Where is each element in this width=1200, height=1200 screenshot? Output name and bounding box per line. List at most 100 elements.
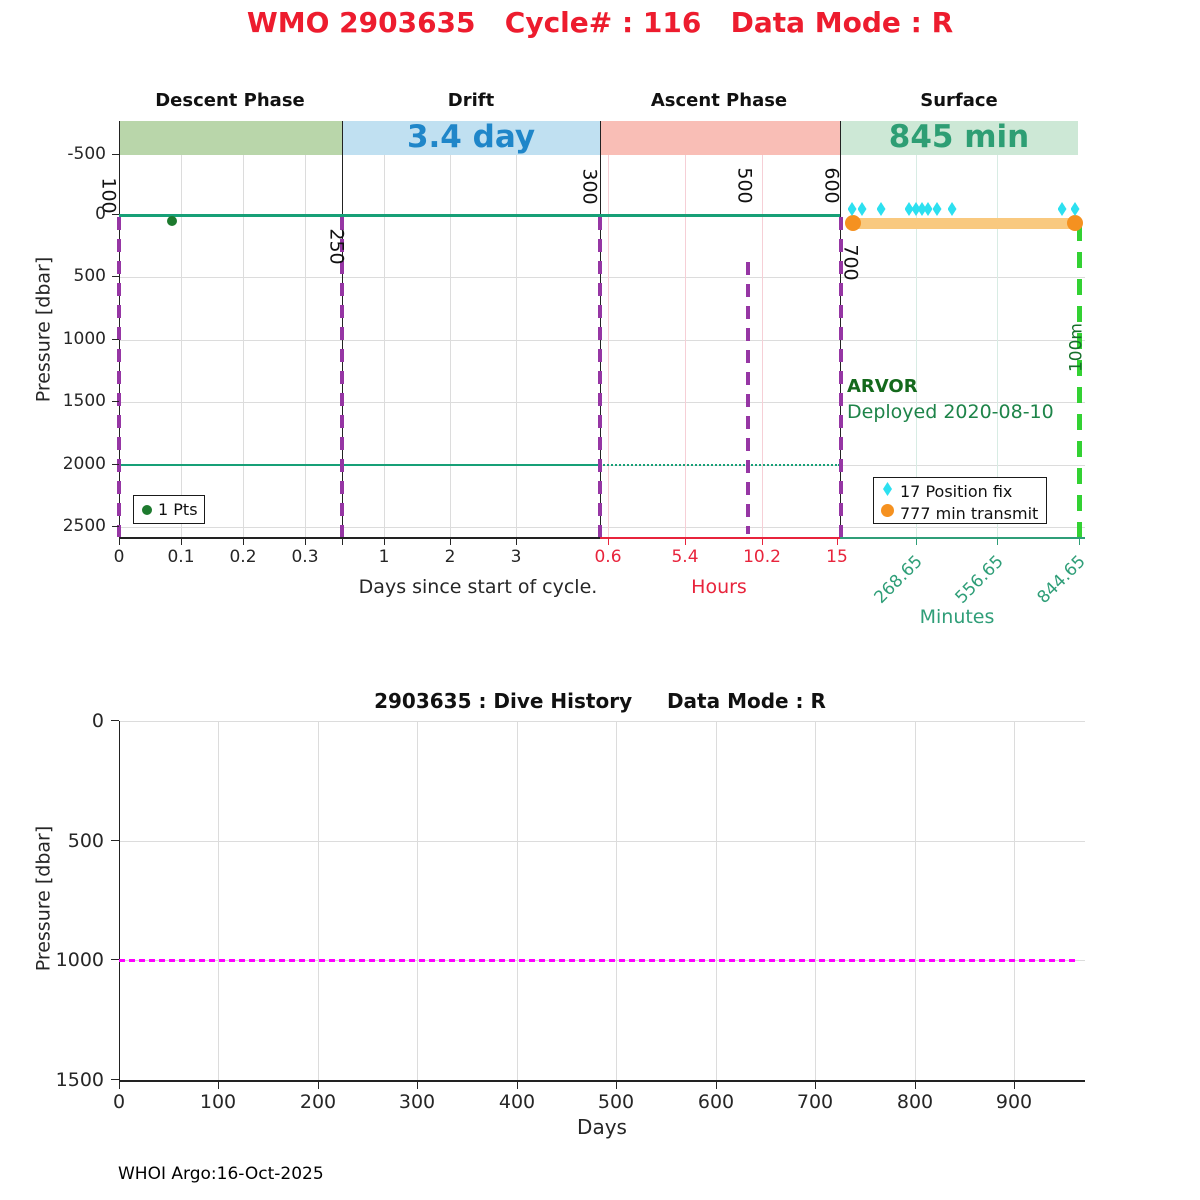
position-fix-marker xyxy=(932,202,942,216)
gridline-v xyxy=(1014,721,1016,1080)
x-tick-minutes xyxy=(1079,538,1081,545)
band-ascent xyxy=(600,121,840,155)
gridline-v-hour xyxy=(608,155,610,537)
x-tick-hours xyxy=(685,538,687,545)
hours-tick-label: 5.4 xyxy=(671,547,699,567)
gridline-v xyxy=(517,721,519,1080)
x-tick xyxy=(716,1082,718,1089)
days-tick-label: 1 xyxy=(378,547,390,567)
x-tick-label: 600 xyxy=(697,1091,735,1113)
gridline-v-day xyxy=(305,155,307,537)
position-fix-legend-icon xyxy=(883,482,892,496)
drift-duration-label: 3.4 day xyxy=(406,118,536,155)
mc-line-100 xyxy=(116,217,122,537)
y-tick xyxy=(112,276,119,278)
x-tick-minutes xyxy=(916,538,918,545)
x-tick xyxy=(119,1082,121,1089)
x-tick xyxy=(517,1082,519,1089)
position-fix-legend-label: 17 Position fix xyxy=(900,482,1013,501)
x-tick xyxy=(384,538,386,545)
profile-2000-line-dotted xyxy=(600,464,840,466)
gridline-v xyxy=(417,721,419,1080)
y-tick-label: 2000 xyxy=(62,454,106,474)
bottom-y-spine xyxy=(119,721,121,1081)
x-tick-label: 700 xyxy=(796,1091,834,1113)
y-tick-label: 2500 xyxy=(62,516,106,536)
x-tick xyxy=(218,1082,220,1089)
mc-line-300 xyxy=(597,217,603,537)
hours-tick-label: 15 xyxy=(826,547,848,567)
mc-label-300: 300 xyxy=(578,168,601,205)
park-pressure-line xyxy=(119,959,1078,962)
band-drift xyxy=(342,121,600,155)
x-tick xyxy=(342,538,344,545)
surface-end-line xyxy=(1076,225,1082,540)
points-legend-label: 1 Pts xyxy=(158,500,198,519)
surface-legend: 17 Position fix 777 min transmit xyxy=(873,477,1047,524)
bottom-y-axis-title: Pressure [dbar] xyxy=(32,825,55,972)
gridline-v-hour xyxy=(762,155,764,537)
surface-duration-label: 845 min xyxy=(888,118,1030,155)
gridline-v xyxy=(815,721,817,1080)
mc-label-700: 700 xyxy=(839,244,862,281)
x-tick xyxy=(243,538,245,545)
transmit-start-marker xyxy=(845,215,861,231)
transmit-end-marker xyxy=(1067,215,1083,231)
phase-header-descent: Descent Phase xyxy=(155,90,305,111)
gridline-v-minute xyxy=(916,155,918,537)
transmit-band xyxy=(853,218,1078,229)
x-tick xyxy=(450,538,452,545)
gridline-v-day xyxy=(181,155,183,537)
position-fix-marker xyxy=(947,202,957,216)
x-tick-hours xyxy=(608,538,610,545)
y-tick xyxy=(112,401,119,403)
band-descent xyxy=(119,121,342,155)
y-tick-label: 0 xyxy=(95,204,106,224)
surface-zero-line xyxy=(119,214,840,217)
footer-credit: WHOI Argo:16-Oct-2025 xyxy=(118,1164,324,1184)
x-tick-label: 100 xyxy=(199,1091,237,1113)
x-tick-label: 800 xyxy=(896,1091,934,1113)
y-tick xyxy=(111,959,119,961)
y-tick-label: 1500 xyxy=(55,1069,104,1091)
days-tick-label: 3 xyxy=(510,547,522,567)
surface-end-label: 100m xyxy=(1066,323,1087,373)
gridline-v-day xyxy=(384,155,386,537)
transmit-legend-icon xyxy=(881,504,894,517)
gridline-v-hour xyxy=(685,155,687,537)
x-tick-label: 900 xyxy=(995,1091,1033,1113)
position-fix-marker xyxy=(904,202,914,216)
mc-line-600-700 xyxy=(838,217,844,537)
mc-label-500: 500 xyxy=(733,167,756,204)
top-y-axis-title: Pressure [dbar] xyxy=(32,256,55,403)
x-tick-label: 200 xyxy=(299,1091,337,1113)
gridline-v-day xyxy=(516,155,518,537)
profile-2000-line xyxy=(119,464,600,467)
x-tick-label: 0 xyxy=(112,1091,126,1113)
y-tick xyxy=(111,1079,119,1081)
hours-axis-line xyxy=(600,537,840,539)
x-tick-label: 400 xyxy=(498,1091,536,1113)
days-tick-label: 0 xyxy=(113,547,125,567)
y-tick-label: 1000 xyxy=(62,329,106,349)
y-tick-label: 1500 xyxy=(62,391,106,411)
y-tick-label: 0 xyxy=(91,710,104,732)
position-fix-marker xyxy=(876,202,886,216)
x-tick xyxy=(1014,1082,1016,1089)
days-axis-line xyxy=(119,537,600,539)
x-tick-label: 300 xyxy=(398,1091,436,1113)
x-tick xyxy=(915,1082,917,1089)
position-fix-marker xyxy=(1070,202,1080,216)
gridline-v xyxy=(915,721,917,1080)
x-tick xyxy=(616,1082,618,1089)
y-tick xyxy=(111,840,119,842)
points-legend: 1 Pts xyxy=(133,495,205,524)
minutes-tick-label: 268.65 xyxy=(870,551,927,608)
days-tick-label: 0.2 xyxy=(229,547,257,567)
transmit-legend-label: 777 min transmit xyxy=(900,504,1039,523)
minutes-axis-line xyxy=(840,537,1085,539)
float-deployed-label: Deployed 2020-08-10 xyxy=(847,401,1054,423)
gridline-v xyxy=(218,721,220,1080)
days-tick-label: 2 xyxy=(444,547,456,567)
